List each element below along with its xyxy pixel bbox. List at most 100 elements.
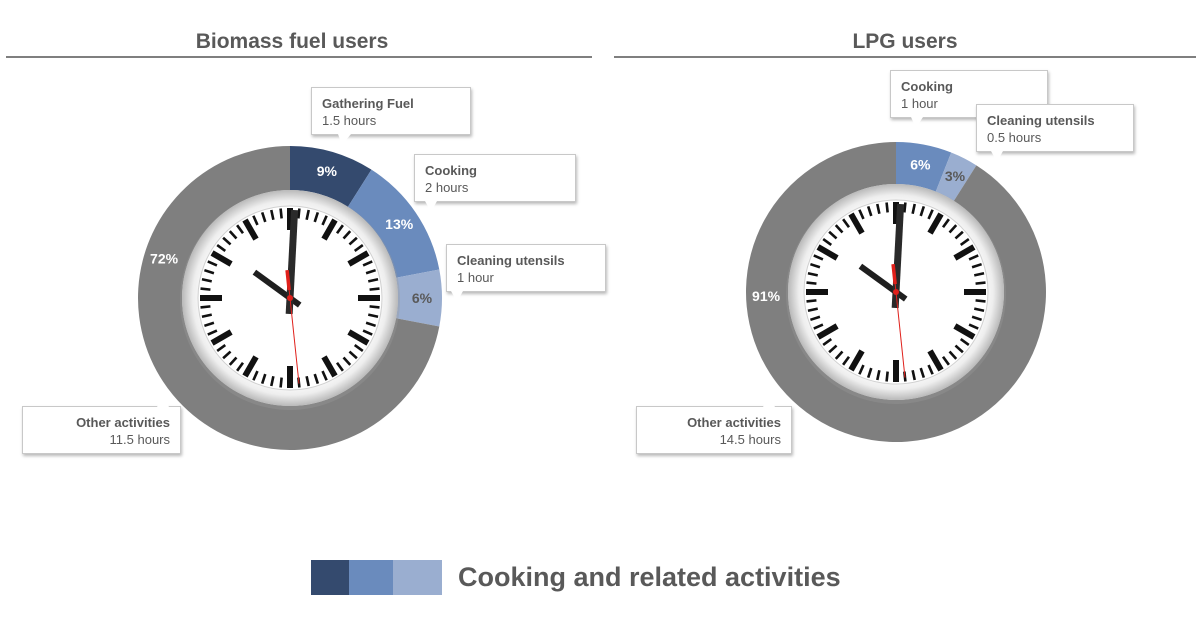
clock-minute-mark bbox=[200, 305, 211, 309]
clock-second-hand-tail bbox=[285, 269, 291, 291]
clock-minute-mark bbox=[201, 313, 213, 318]
callout-biomass-cooking: Cooking 2 hours bbox=[414, 154, 576, 212]
clock-minute-mark bbox=[807, 272, 819, 277]
clock-minute-mark bbox=[806, 299, 817, 303]
clock-minute-mark bbox=[270, 209, 275, 221]
clock-minute-mark bbox=[305, 375, 310, 387]
callout-label: Cooking bbox=[901, 79, 953, 94]
clock-minute-mark bbox=[204, 268, 215, 275]
callout-lpg-cooking: Cooking 1 hour bbox=[890, 70, 1048, 128]
clock-minute-mark bbox=[353, 244, 364, 253]
panel-title-lpg: LPG users bbox=[852, 30, 958, 53]
clock-minute-mark bbox=[828, 344, 838, 354]
clock-hour-mark bbox=[210, 250, 233, 267]
clock-minute-mark bbox=[305, 209, 310, 221]
clock-hour-mark bbox=[927, 349, 944, 372]
clock-center-pin bbox=[287, 295, 293, 301]
clock-minute-mark bbox=[813, 254, 824, 261]
slice-percent-label: 72% bbox=[150, 250, 179, 266]
clock-minute-mark bbox=[228, 230, 238, 240]
clock-minute-mark bbox=[321, 215, 328, 226]
clock-minute-mark bbox=[866, 367, 873, 378]
callout-biomass-gathering-fuel: Gathering Fuel 1.5 hours bbox=[311, 87, 471, 145]
clock-minute-mark bbox=[858, 209, 865, 220]
clock-minute-mark bbox=[971, 315, 982, 322]
callout-biomass-cleaning: Cleaning utensils 1 hour bbox=[446, 244, 606, 302]
clock-minute-mark bbox=[367, 278, 379, 283]
clock-minute-mark bbox=[369, 287, 380, 291]
clock-minute-mark bbox=[348, 350, 358, 360]
callout-biomass-other: Other activities 11.5 hours bbox=[22, 396, 181, 454]
clock-minute-mark bbox=[959, 337, 970, 346]
clock-minute-mark bbox=[297, 208, 301, 219]
clock-hour-mark bbox=[210, 329, 233, 346]
clock-hour-mark bbox=[927, 212, 944, 235]
clock-hour-mark bbox=[816, 323, 839, 340]
clock-hour-mark bbox=[321, 355, 338, 378]
clock-minute-mark bbox=[858, 364, 865, 375]
clock-minute-mark bbox=[822, 238, 833, 247]
clock-minute-mark bbox=[200, 287, 211, 291]
clock-minute-mark bbox=[927, 364, 934, 375]
clock-minute-mark bbox=[252, 215, 259, 226]
clock-minute-mark bbox=[348, 236, 358, 246]
clock-hour-mark bbox=[347, 329, 370, 346]
clock-minute-mark bbox=[279, 377, 283, 388]
callout-hours: 14.5 hours bbox=[719, 432, 781, 447]
clock-minute-mark bbox=[876, 369, 881, 381]
clock-minute-mark bbox=[885, 371, 889, 382]
clock-minute-mark bbox=[260, 212, 267, 223]
clock-hour-mark bbox=[816, 244, 839, 261]
slice-percent-label: 6% bbox=[412, 290, 433, 306]
slice-percent-label: 6% bbox=[910, 156, 931, 172]
slice-percent-label: 91% bbox=[752, 288, 781, 304]
clock-minute-mark bbox=[919, 367, 926, 378]
clock-minute-mark bbox=[313, 212, 320, 223]
callout-hours: 1.5 hours bbox=[322, 113, 377, 128]
clock-minute-mark bbox=[365, 321, 376, 328]
slice-percent-label: 3% bbox=[945, 168, 966, 184]
clock-minute-mark bbox=[968, 254, 979, 261]
clock-minute-mark bbox=[270, 375, 275, 387]
clock-minute-mark bbox=[342, 356, 352, 366]
clock-minute-mark bbox=[971, 262, 982, 269]
clock-minute-mark bbox=[369, 305, 380, 309]
clock-minute-mark bbox=[810, 315, 821, 322]
clock-hour-mark bbox=[321, 218, 338, 241]
clock-minute-mark bbox=[279, 208, 283, 219]
donut-slice bbox=[935, 152, 977, 201]
clock-minute-mark bbox=[236, 224, 245, 235]
clock-minute-mark bbox=[954, 230, 964, 240]
clock-minute-mark bbox=[975, 299, 986, 303]
clock-hour-mark bbox=[848, 349, 865, 372]
title-rule-biomass bbox=[6, 56, 592, 58]
clock-minute-mark bbox=[903, 202, 907, 213]
clock-minute-mark bbox=[807, 307, 819, 312]
clock-minute-mark bbox=[335, 224, 344, 235]
clock-minute-mark bbox=[866, 206, 873, 217]
clock-minute-mark bbox=[321, 370, 328, 381]
clock-minute-mark bbox=[216, 343, 227, 352]
callout-lpg-other: Other activities 14.5 hours bbox=[636, 396, 792, 454]
clock-minute-mark bbox=[365, 268, 376, 275]
clock-minute-mark bbox=[968, 323, 979, 330]
clock-minute-mark bbox=[353, 343, 364, 352]
clock-minute-mark bbox=[948, 350, 958, 360]
callout-label: Other activities bbox=[687, 415, 781, 430]
legend-swatch-medium bbox=[349, 560, 393, 595]
donut-slice bbox=[396, 269, 443, 327]
legend-label: Cooking and related activities bbox=[458, 562, 841, 592]
clock-second-hand-tail bbox=[891, 263, 897, 285]
clock-minute-mark bbox=[207, 260, 218, 267]
clock-hour-mark bbox=[953, 244, 976, 261]
clock-minute-mark bbox=[813, 323, 824, 330]
title-rule-lpg bbox=[614, 56, 1196, 58]
clock-minute-mark bbox=[975, 281, 986, 285]
clock-minute-mark bbox=[335, 361, 344, 372]
clock-minute-mark bbox=[201, 278, 213, 283]
callout-label: Cleaning utensils bbox=[987, 113, 1095, 128]
clock-minute-mark bbox=[973, 307, 985, 312]
callout-lpg-cleaning: Cleaning utensils 0.5 hours bbox=[976, 104, 1134, 162]
clock-minute-mark bbox=[834, 224, 844, 234]
